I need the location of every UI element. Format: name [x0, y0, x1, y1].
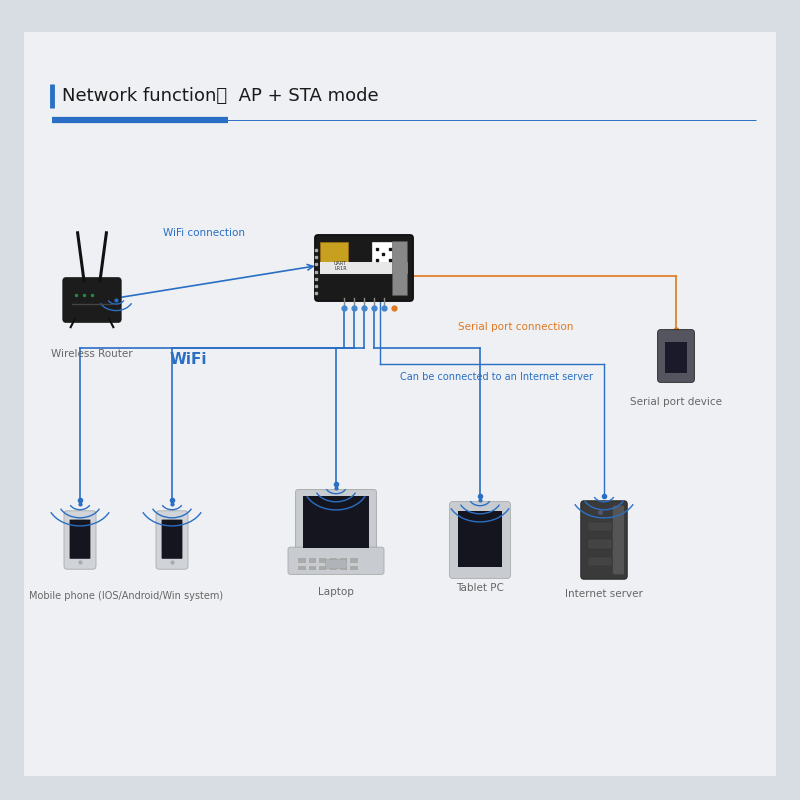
FancyBboxPatch shape — [298, 558, 306, 563]
FancyBboxPatch shape — [588, 522, 612, 531]
FancyBboxPatch shape — [156, 511, 188, 570]
FancyBboxPatch shape — [315, 235, 413, 301]
Text: Can be connected to an Internet server: Can be connected to an Internet server — [399, 372, 593, 382]
Text: Mobile phone (IOS/Android/Win system): Mobile phone (IOS/Android/Win system) — [29, 591, 223, 601]
Text: Network function，  AP + STA mode: Network function， AP + STA mode — [62, 87, 379, 105]
FancyBboxPatch shape — [309, 566, 316, 570]
Text: Internet server: Internet server — [565, 590, 643, 599]
Text: Wireless Router: Wireless Router — [51, 350, 133, 359]
FancyBboxPatch shape — [450, 502, 510, 578]
Text: WiFi: WiFi — [170, 352, 206, 367]
FancyBboxPatch shape — [321, 242, 349, 264]
FancyBboxPatch shape — [302, 496, 370, 548]
FancyBboxPatch shape — [350, 558, 358, 563]
FancyBboxPatch shape — [319, 558, 326, 563]
FancyBboxPatch shape — [588, 539, 612, 549]
FancyBboxPatch shape — [309, 558, 316, 563]
FancyBboxPatch shape — [321, 262, 408, 274]
FancyBboxPatch shape — [340, 558, 347, 563]
Text: WiFi connection: WiFi connection — [163, 228, 245, 238]
FancyBboxPatch shape — [298, 566, 306, 570]
FancyBboxPatch shape — [340, 566, 347, 570]
FancyBboxPatch shape — [372, 242, 396, 264]
FancyBboxPatch shape — [24, 32, 776, 776]
FancyBboxPatch shape — [665, 342, 687, 373]
FancyBboxPatch shape — [350, 566, 358, 570]
Text: Serial port connection: Serial port connection — [458, 322, 574, 331]
FancyBboxPatch shape — [62, 278, 122, 322]
FancyBboxPatch shape — [458, 511, 502, 567]
Text: Laptop: Laptop — [318, 587, 354, 597]
FancyBboxPatch shape — [393, 241, 407, 294]
Text: LR1R: LR1R — [334, 266, 346, 270]
FancyBboxPatch shape — [319, 566, 326, 570]
FancyBboxPatch shape — [64, 511, 96, 570]
FancyBboxPatch shape — [296, 490, 377, 554]
FancyBboxPatch shape — [330, 558, 337, 563]
FancyBboxPatch shape — [588, 557, 612, 566]
Text: UART: UART — [334, 261, 347, 266]
FancyBboxPatch shape — [658, 330, 694, 382]
FancyBboxPatch shape — [581, 501, 627, 579]
FancyBboxPatch shape — [326, 559, 346, 569]
Text: Tablet PC: Tablet PC — [456, 583, 504, 593]
FancyBboxPatch shape — [613, 506, 624, 574]
FancyBboxPatch shape — [70, 520, 90, 558]
FancyBboxPatch shape — [330, 566, 337, 570]
Text: Serial port device: Serial port device — [630, 398, 722, 407]
FancyBboxPatch shape — [288, 547, 384, 574]
FancyBboxPatch shape — [162, 520, 182, 558]
